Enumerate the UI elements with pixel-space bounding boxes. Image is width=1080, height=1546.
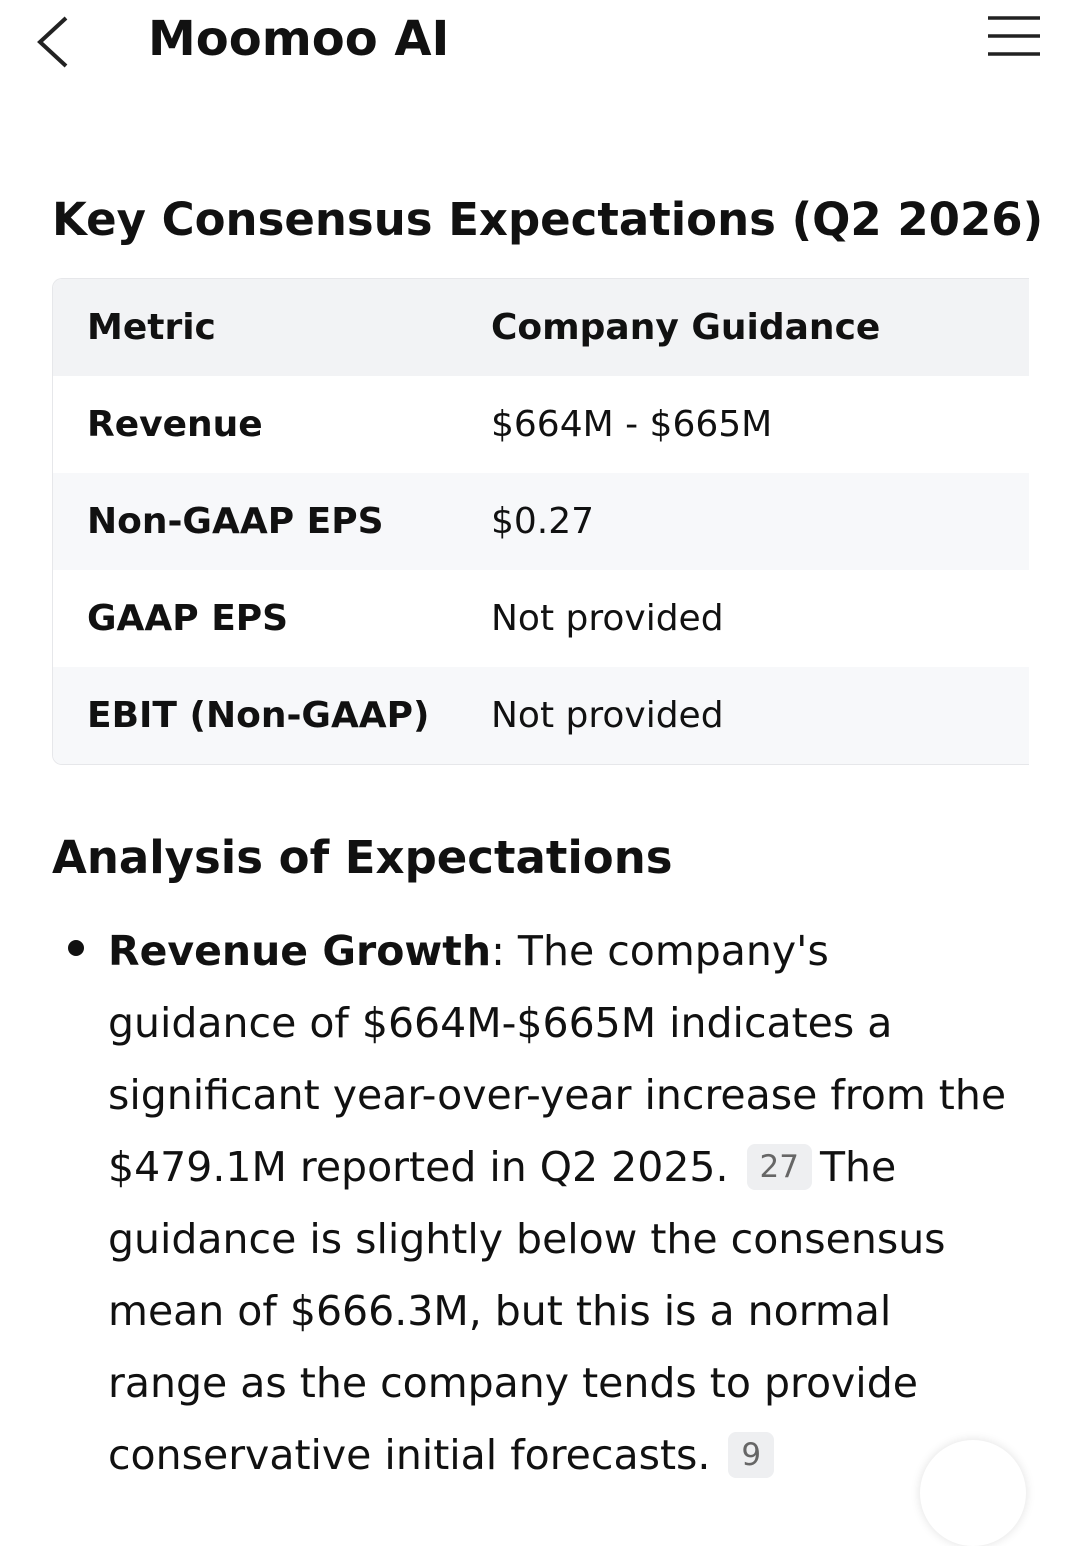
citation[interactable]: 9 [728, 1432, 775, 1478]
bullet-body: The guidance is slightly below the conse… [108, 1143, 946, 1479]
back-button[interactable] [30, 8, 80, 72]
table-header: Metric Company Guidance [53, 279, 1029, 376]
table-cell: $664M - $665M [491, 404, 773, 445]
table-cell: Non-GAAP EPS [87, 501, 384, 542]
table-cell: EBIT (Non-GAAP) [87, 695, 430, 736]
floating-button[interactable] [920, 1440, 1026, 1546]
column-header: Metric [87, 307, 216, 348]
section-heading: Analysis of Expectations [52, 831, 673, 884]
table-cell: $0.27 [491, 501, 595, 542]
section-heading: Key Consensus Expectations (Q2 2026) [52, 193, 1044, 246]
table-row: GAAP EPS Not provided [53, 570, 1029, 667]
header: Moomoo AI [0, 0, 1080, 80]
bullet-label: Revenue Growth [108, 927, 492, 975]
bullet-dot [68, 940, 84, 956]
table-cell: Revenue [87, 404, 263, 445]
table-row: Non-GAAP EPS $0.27 [53, 473, 1029, 570]
table: Metric Company Guidance Revenue $664M - $… [52, 278, 1029, 765]
table-cell: GAAP EPS [87, 598, 289, 639]
page: Moomoo AI Key Consensus Expectations (Q2… [0, 0, 1080, 1479]
table-row: Revenue $664M - $665M [53, 376, 1029, 473]
bullet-text: Revenue Growth: The company's guidance o… [108, 915, 1018, 1491]
menu-button[interactable] [988, 14, 1040, 58]
table-row: EBIT (Non-GAAP) Not provided [53, 667, 1029, 764]
table-cell: Not provided [491, 598, 724, 639]
header-title: Moomoo AI [148, 11, 450, 67]
table-cell: Not provided [491, 695, 724, 736]
bullet-body: : The company's guidance of $664M-$665M … [108, 927, 1007, 1191]
column-header: Company Guidance [491, 307, 881, 348]
citation[interactable]: 27 [746, 1144, 812, 1190]
